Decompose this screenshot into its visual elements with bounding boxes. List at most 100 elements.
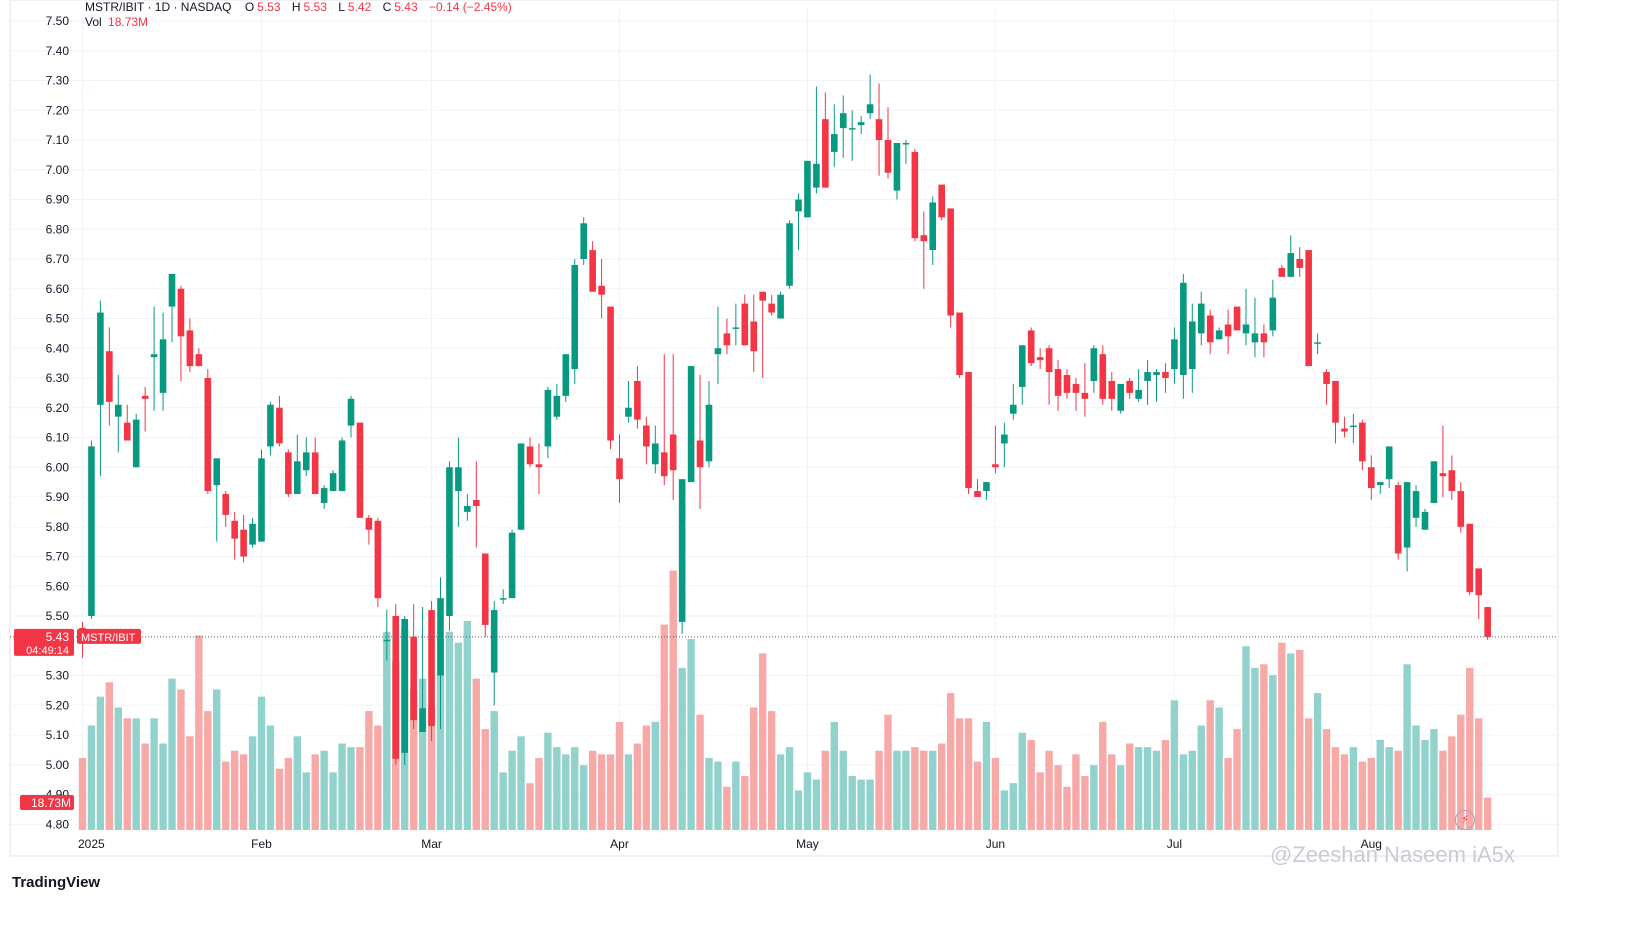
volume-bar [669, 570, 677, 830]
candle-body [1421, 511, 1429, 530]
candle-body [276, 407, 283, 444]
candle-body [1099, 354, 1107, 399]
candle-body [1090, 348, 1098, 381]
candle-body [1359, 422, 1366, 462]
volume-bar [1125, 743, 1134, 830]
candle-body [1475, 568, 1482, 596]
volume-bar [1313, 693, 1322, 830]
volume-bar [1018, 732, 1026, 830]
candle-body [884, 140, 892, 173]
volume-bar [365, 711, 373, 830]
volume-bar [651, 721, 659, 830]
candle-body [258, 458, 265, 542]
volume-bar [839, 750, 847, 830]
y-tick-label: 5.80 [46, 520, 70, 534]
candle-body [383, 639, 391, 642]
volume-bar [177, 689, 185, 830]
plot-frame [9, 0, 1559, 857]
candle-body [1117, 383, 1124, 411]
legend-vol-label: Vol [85, 15, 102, 29]
candle-body [481, 553, 489, 625]
y-tick-label: 5.50 [46, 609, 70, 623]
candle-body [150, 354, 158, 358]
y-tick-label: 5.70 [46, 550, 70, 564]
volume-bar [902, 750, 910, 830]
volume-bar [195, 635, 203, 830]
candle-body [696, 440, 704, 468]
volume-bar [1197, 725, 1205, 830]
volume-bar [1179, 754, 1188, 830]
candle-body [526, 446, 534, 465]
volume-bar [553, 747, 561, 830]
x-tick-label: Apr [610, 837, 629, 851]
volume-bar [893, 750, 901, 830]
volume-bar [159, 743, 167, 830]
volume-bar [580, 765, 588, 830]
volume-bar [275, 768, 284, 830]
candle-body [1189, 321, 1196, 370]
volume-bar [857, 779, 865, 830]
candle-body [115, 404, 122, 417]
y-tick-label: 7.50 [46, 14, 70, 28]
candle-body [669, 434, 677, 471]
volume-bar [1215, 707, 1223, 830]
tradingview-logo[interactable]: TradingView [12, 874, 101, 891]
volume-bar [660, 624, 668, 830]
volume-bar [803, 772, 812, 830]
candle-body [267, 404, 274, 447]
volume-bar [1188, 750, 1196, 830]
candle-body [795, 199, 802, 212]
candle-body [294, 461, 301, 495]
candle-body [643, 425, 650, 447]
volume-bar [463, 621, 472, 830]
lightning-icon[interactable]: ⚡ [1455, 810, 1475, 830]
candle-body [992, 464, 999, 468]
volume-bar [705, 757, 713, 830]
volume-bar [642, 725, 651, 830]
volume-bar [481, 729, 489, 830]
volume-bar [248, 736, 257, 830]
volume-bar [78, 757, 87, 830]
candle-body [88, 446, 95, 616]
volume-bar [1466, 667, 1474, 830]
volume-bar [239, 754, 248, 830]
volume-bar [213, 689, 221, 830]
y-tick-label: 5.00 [46, 758, 70, 772]
volume-bar [168, 678, 176, 830]
volume-bar [1421, 739, 1429, 830]
volume-bar [1367, 757, 1375, 830]
candle-body [320, 488, 328, 503]
volume-bar [1412, 725, 1420, 830]
candle-body [1287, 253, 1295, 277]
candle-body [1251, 333, 1259, 343]
y-tick-label: 7.00 [46, 163, 70, 177]
volume-bar [230, 750, 239, 830]
volume-bar [1152, 750, 1161, 830]
volume-bar [320, 750, 328, 830]
candle-body [1162, 372, 1169, 378]
volume-bar [821, 750, 830, 830]
legend: MSTR/IBIT · 1D · NASDAQ O 5.53 H 5.53 L 5.4… [85, 0, 520, 30]
price-tag-value: 5.43 [46, 630, 70, 644]
candle-body [356, 422, 364, 518]
candle-body [535, 464, 543, 468]
candle-body [508, 532, 516, 599]
candle-body [777, 294, 784, 319]
candle-body [1081, 392, 1089, 399]
y-tick-label: 6.70 [46, 252, 70, 266]
volume-bar [409, 689, 418, 830]
y-tick-label: 5.10 [46, 728, 70, 742]
volume-tag [20, 795, 74, 810]
volume-bar [1081, 775, 1089, 830]
volume-bar [946, 693, 955, 830]
volume-bar [848, 775, 856, 830]
candle-body [750, 321, 758, 352]
volume-bar [982, 721, 991, 830]
candle-body [1314, 342, 1321, 344]
volume-bar [517, 736, 525, 830]
y-tick-label: 6.30 [46, 371, 70, 385]
candle-body [1126, 380, 1133, 393]
candle-body [1001, 434, 1008, 444]
